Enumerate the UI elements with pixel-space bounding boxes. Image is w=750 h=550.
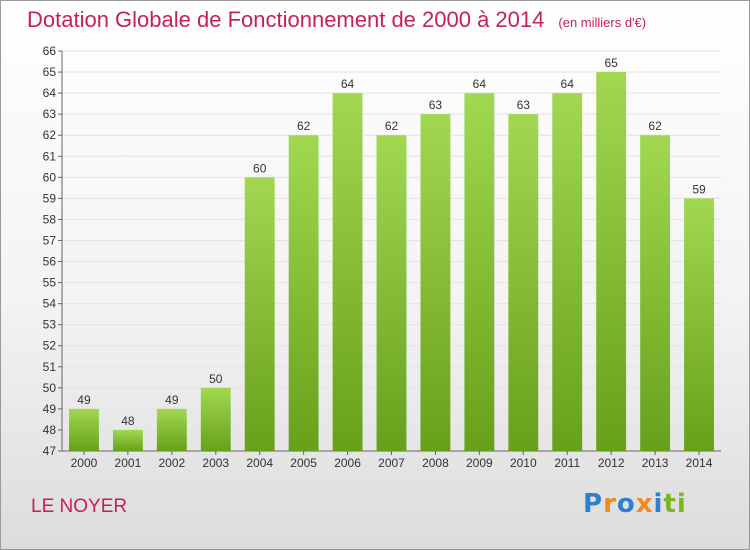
- y-tick-label: 50: [43, 381, 57, 395]
- y-tick-label: 57: [43, 233, 57, 247]
- data-label: 48: [121, 414, 135, 428]
- y-tick-label: 65: [43, 65, 57, 79]
- bar: [288, 135, 319, 452]
- data-label: 63: [517, 98, 531, 112]
- x-tick-label: 2012: [598, 456, 625, 470]
- bar: [508, 114, 539, 451]
- y-tick-label: 52: [43, 339, 57, 353]
- y-tick-label: 55: [43, 276, 57, 290]
- logo-letter: x: [635, 489, 654, 519]
- data-label: 60: [253, 161, 267, 175]
- x-tick-label: 2011: [554, 456, 580, 470]
- bar: [69, 408, 99, 451]
- x-tick-label: 2005: [290, 456, 317, 470]
- x-tick-label: 2001: [115, 456, 142, 470]
- bars: [69, 72, 714, 452]
- data-label: 65: [604, 56, 618, 70]
- bar: [200, 387, 231, 451]
- y-tick-label: 49: [43, 402, 57, 416]
- bar: [640, 135, 671, 452]
- logo-letter: i: [653, 489, 664, 519]
- axes: 47 48 49 50 51 52 53 54 55 56 57 58 59 60 61 62 63 64 65 66…: [43, 44, 721, 470]
- y-tick-label: 63: [43, 107, 57, 121]
- data-label: 64: [561, 77, 575, 91]
- logo-letter: r: [603, 489, 617, 519]
- y-tick-label: 51: [43, 360, 57, 374]
- x-tick-label: 2004: [246, 456, 273, 470]
- x-tick-label: 2013: [642, 456, 669, 470]
- y-tick-label: 53: [43, 318, 57, 332]
- data-label: 49: [77, 393, 91, 407]
- bar: [376, 135, 407, 452]
- data-label: 62: [385, 119, 399, 133]
- commune-name: LE NOYER: [31, 496, 128, 517]
- data-label: 62: [648, 119, 662, 133]
- data-label: 49: [165, 393, 179, 407]
- x-tick-label: 2000: [71, 456, 98, 470]
- data-label: 64: [473, 77, 487, 91]
- x-tick-label: 2008: [422, 456, 449, 470]
- logo-letter: P: [583, 489, 604, 519]
- y-tick-label: 47: [43, 444, 57, 458]
- logo-letter: t: [663, 489, 677, 519]
- y-tick-label: 58: [43, 212, 57, 226]
- bar: [464, 93, 495, 452]
- y-tick-label: 62: [43, 128, 57, 142]
- data-label: 62: [297, 119, 311, 133]
- y-tick-label: 64: [43, 86, 57, 100]
- y-tick-label: 66: [43, 44, 57, 58]
- bar: [244, 177, 275, 451]
- bar: [332, 93, 363, 452]
- x-tick-label: 2014: [686, 456, 713, 470]
- x-tick-label: 2006: [334, 456, 361, 470]
- chart-title: Dotation Globale de Fonctionnement de 20…: [27, 7, 646, 33]
- bar: [684, 198, 714, 451]
- data-labels: 49 48 49 50 60 62 64 62 63 64 63 64 65 62 59: [77, 56, 706, 428]
- y-tick-label: 61: [43, 149, 57, 163]
- data-label: 59: [692, 182, 706, 196]
- x-tick-label: 2007: [378, 456, 405, 470]
- y-tick-label: 59: [43, 191, 57, 205]
- bar: [156, 408, 187, 451]
- bar: [596, 72, 627, 451]
- logo-letter: i: [676, 489, 687, 519]
- data-label: 63: [429, 98, 443, 112]
- bar: [112, 429, 143, 451]
- proxiti-logo[interactable]: Proxiti: [583, 489, 687, 519]
- x-tick-label: 2009: [466, 456, 493, 470]
- y-tick-label: 48: [43, 423, 57, 437]
- bar: [420, 114, 451, 451]
- data-label: 64: [341, 77, 355, 91]
- x-tick-label: 2003: [202, 456, 229, 470]
- chart-title-unit: (en milliers d'€): [558, 15, 647, 30]
- y-tick-label: 54: [43, 297, 57, 311]
- x-tick-label: 2010: [510, 456, 537, 470]
- data-label: 50: [209, 372, 223, 386]
- y-tick-label: 60: [43, 170, 57, 184]
- bar: [552, 93, 583, 452]
- chart-title-main: Dotation Globale de Fonctionnement de 20…: [27, 7, 545, 32]
- y-tick-label: 56: [43, 255, 57, 269]
- x-tick-label: 2002: [158, 456, 185, 470]
- logo-letter: o: [616, 489, 636, 519]
